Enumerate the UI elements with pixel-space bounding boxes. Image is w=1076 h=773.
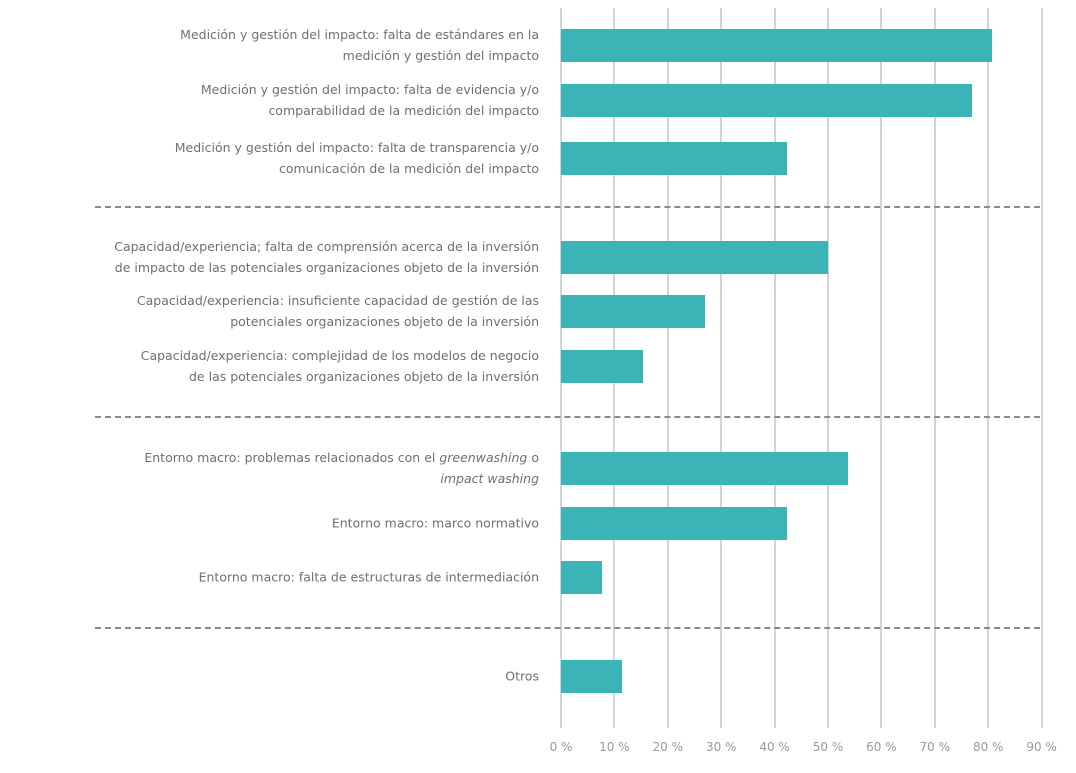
gridline	[720, 8, 723, 728]
x-tick-label: 80 %	[972, 740, 1004, 754]
category-label: Medición y gestión del impacto: falta de…	[59, 24, 539, 66]
category-label: Capacidad/experiencia: insuficiente capa…	[59, 290, 539, 332]
gridline	[827, 8, 829, 728]
category-label: Medición y gestión del impacto: falta de…	[59, 79, 539, 121]
label-text: Medición y gestión del impacto: falta de…	[180, 27, 539, 42]
category-label-line: Capacidad/experiencia: complejidad de lo…	[59, 345, 539, 366]
x-tick-label: 40 %	[759, 740, 790, 754]
category-label-line: Otros	[59, 666, 539, 687]
bar	[561, 295, 705, 328]
bar	[561, 84, 972, 117]
gridline	[1040, 8, 1043, 728]
category-label: Entorno macro: marco normativo	[59, 513, 539, 534]
x-tick-label: 0 %	[549, 740, 573, 754]
label-text: Medición y gestión del impacto: falta de…	[174, 140, 539, 155]
bar	[561, 452, 849, 485]
label-text: medición y gestión del impacto	[342, 48, 539, 63]
category-label-line: impact washing	[59, 468, 539, 489]
label-text: Capacidad/experiencia: complejidad de lo…	[140, 348, 539, 363]
bar	[561, 350, 644, 383]
category-label-line: Entorno macro: falta de estructuras de i…	[59, 567, 539, 588]
label-text: potenciales organizaciones objeto de la …	[230, 314, 539, 329]
bar	[561, 29, 993, 62]
category-label-line: de las potenciales organizaciones objeto…	[59, 366, 539, 387]
label-text: Entorno macro: marco normativo	[331, 515, 539, 531]
x-tick-label: 10 %	[599, 740, 630, 754]
label-text: Capacidad/experiencia; falta de comprens…	[114, 239, 539, 254]
label-text: impact washing	[440, 471, 539, 486]
label-text: de las potenciales organizaciones objeto…	[189, 369, 539, 384]
category-label-line: Medición y gestión del impacto: falta de…	[59, 24, 539, 45]
category-label-line: Entorno macro: marco normativo	[59, 513, 539, 534]
category-label-line: comparabilidad de la medición del impact…	[59, 100, 539, 121]
category-label: Capacidad/experiencia: complejidad de lo…	[59, 345, 539, 387]
category-label: Medición y gestión del impacto: falta de…	[59, 137, 539, 179]
category-label-line: Capacidad/experiencia; falta de comprens…	[59, 236, 539, 257]
category-label-line: Entorno macro: problemas relacionados co…	[59, 447, 539, 468]
gridline	[933, 8, 936, 728]
category-label: Otros	[59, 666, 539, 687]
x-tick-label: 20 %	[652, 740, 684, 754]
group-divider	[95, 627, 1040, 629]
gridline	[666, 8, 669, 728]
label-text: Medición y gestión del impacto: falta de…	[200, 82, 539, 97]
label-text: o	[527, 450, 539, 465]
bar	[561, 561, 603, 594]
category-label-line: Medición y gestión del impacto: falta de…	[59, 79, 539, 100]
label-text: Entorno macro: falta de estructuras de i…	[198, 569, 539, 585]
category-label: Entorno macro: problemas relacionados co…	[59, 447, 539, 489]
category-label-line: Capacidad/experiencia: insuficiente capa…	[59, 290, 539, 311]
label-text: de impacto de las potenciales organizaci…	[114, 260, 539, 275]
label-text: greenwashing	[439, 450, 528, 465]
bar	[561, 507, 787, 540]
label-text: Otros	[505, 668, 539, 684]
x-tick-label: 70 %	[919, 740, 951, 754]
gridline	[987, 8, 990, 728]
x-tick-label: 30 %	[705, 740, 737, 754]
label-text: comparabilidad de la medición del impact…	[268, 103, 539, 118]
label-text: Entorno macro: problemas relacionados co…	[144, 450, 440, 465]
category-label: Capacidad/experiencia; falta de comprens…	[59, 236, 539, 278]
bar	[561, 660, 623, 693]
label-text: Capacidad/experiencia: insuficiente capa…	[136, 293, 539, 308]
category-label-line: potenciales organizaciones objeto de la …	[59, 311, 539, 332]
gridline	[880, 8, 883, 728]
category-label-line: Medición y gestión del impacto: falta de…	[59, 137, 539, 158]
bar	[561, 142, 787, 175]
label-text: comunicación de la medición del impacto	[278, 161, 539, 176]
x-tick-label: 90 %	[1026, 740, 1057, 754]
category-label-line: de impacto de las potenciales organizaci…	[59, 257, 539, 278]
group-divider	[95, 206, 1040, 208]
category-label: Entorno macro: falta de estructuras de i…	[59, 567, 539, 588]
group-divider	[95, 416, 1040, 418]
category-label-line: medición y gestión del impacto	[59, 45, 539, 66]
x-tick-label: 50 %	[812, 740, 844, 754]
gridline	[773, 8, 776, 728]
bar	[561, 241, 828, 274]
x-tick-label: 60 %	[866, 740, 897, 754]
category-label-line: comunicación de la medición del impacto	[59, 158, 539, 179]
